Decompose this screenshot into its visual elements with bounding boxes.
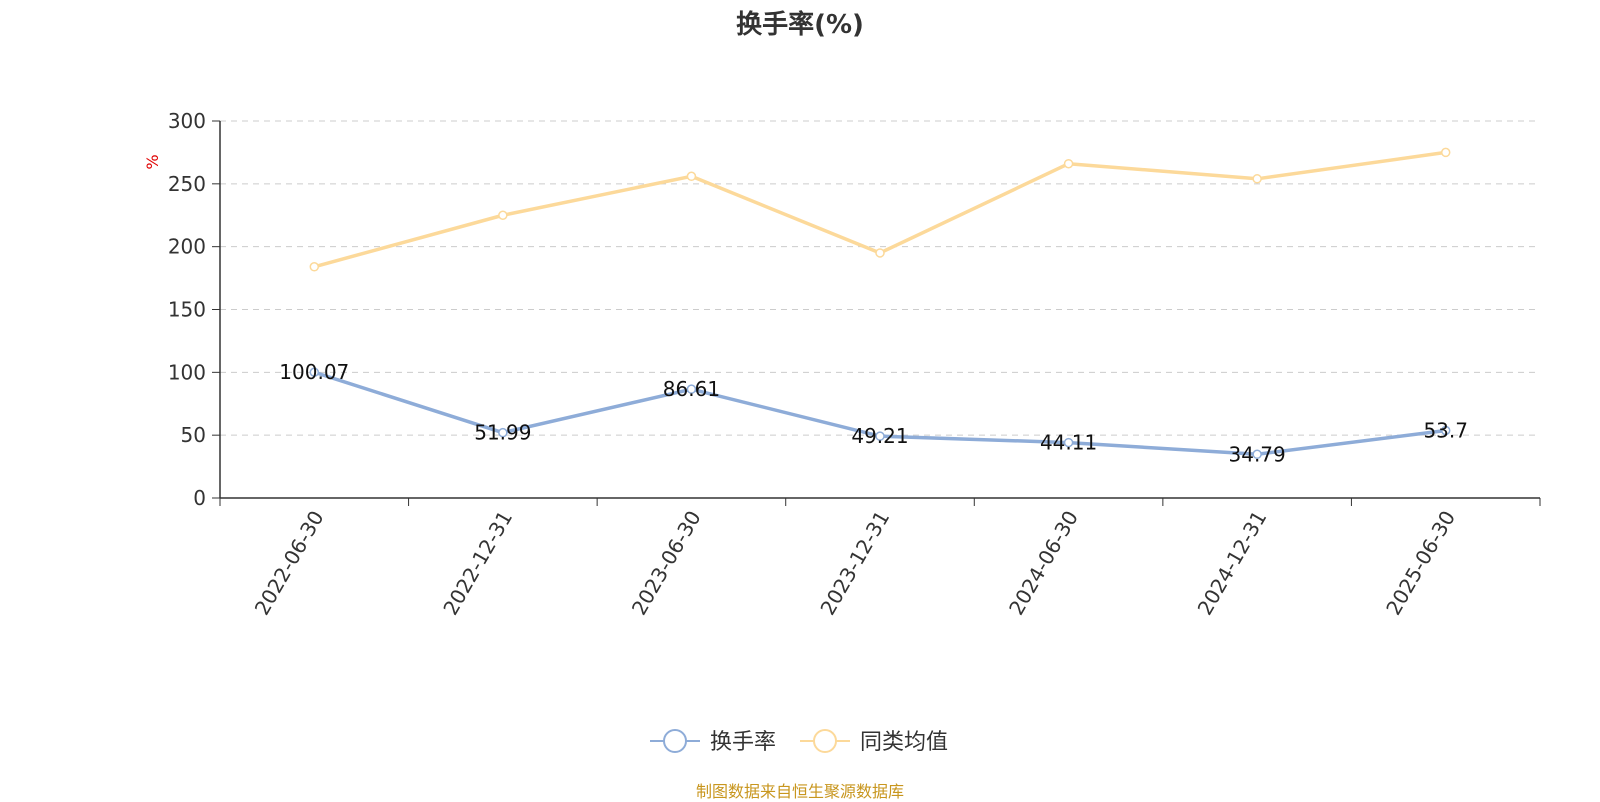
x-tick-label: 2023-12-31	[815, 507, 894, 620]
legend-marker	[663, 729, 687, 753]
y-tick-label: 300	[168, 109, 206, 133]
data-point	[309, 262, 320, 272]
data-point	[1440, 425, 1451, 436]
x-tick-label: 2022-06-30	[250, 507, 329, 620]
source-note: 制图数据来自恒生聚源数据库	[695, 782, 904, 801]
legend-item[interactable]: 同类均值	[800, 729, 948, 755]
data-point	[498, 210, 508, 220]
y-tick-label: 200	[168, 235, 206, 259]
y-tick-label: 150	[168, 298, 206, 322]
data-point	[686, 384, 697, 394]
data-point	[875, 431, 885, 441]
x-tick-label: 2022-12-31	[438, 507, 517, 620]
legend-label: 同类均值	[860, 730, 948, 755]
y-axis-label: %	[143, 154, 162, 169]
y-tick-label: 0	[193, 486, 206, 510]
data-point	[1063, 158, 1074, 169]
gridlines	[220, 120, 1540, 436]
data-label: 34.79	[1229, 442, 1286, 466]
data-labels: 100.07 51.99 86.61 49.21 44.11 34.79 53.7	[279, 360, 1468, 466]
legend[interactable]: 换手率 同类均值	[650, 729, 948, 755]
y-tick-label: 250	[168, 172, 206, 196]
legend-item[interactable]: 换手率	[650, 729, 776, 755]
data-label: 100.07	[279, 360, 349, 384]
legend-label: 换手率	[710, 730, 776, 755]
x-tick-label: 2024-06-30	[1004, 507, 1083, 620]
data-point	[309, 367, 320, 377]
data-point	[498, 427, 508, 438]
x-tick-label: 2025-06-30	[1381, 507, 1460, 620]
data-point	[1252, 449, 1262, 460]
data-point	[875, 248, 885, 258]
x-tick-label: 2024-12-31	[1193, 507, 1272, 620]
legend-marker	[813, 729, 837, 753]
y-tick-label: 50	[181, 423, 206, 447]
data-point	[1063, 437, 1074, 448]
data-point	[686, 171, 697, 182]
series	[309, 147, 1451, 460]
axes: 0 50 100 150 200 250 300 2022-06-30 2022-12-31 20…	[168, 109, 1541, 620]
data-point	[1440, 147, 1451, 158]
data-label: 53.7	[1423, 419, 1468, 443]
data-label: 51.99	[474, 421, 531, 445]
chart-title: 换手率(%)	[736, 10, 864, 40]
data-label: 49.21	[851, 424, 908, 448]
data-label: 44.11	[1040, 431, 1097, 455]
data-label: 86.61	[663, 377, 720, 401]
x-tick-label: 2023-06-30	[627, 507, 706, 620]
y-tick-label: 100	[168, 360, 206, 384]
data-point	[1252, 174, 1262, 184]
